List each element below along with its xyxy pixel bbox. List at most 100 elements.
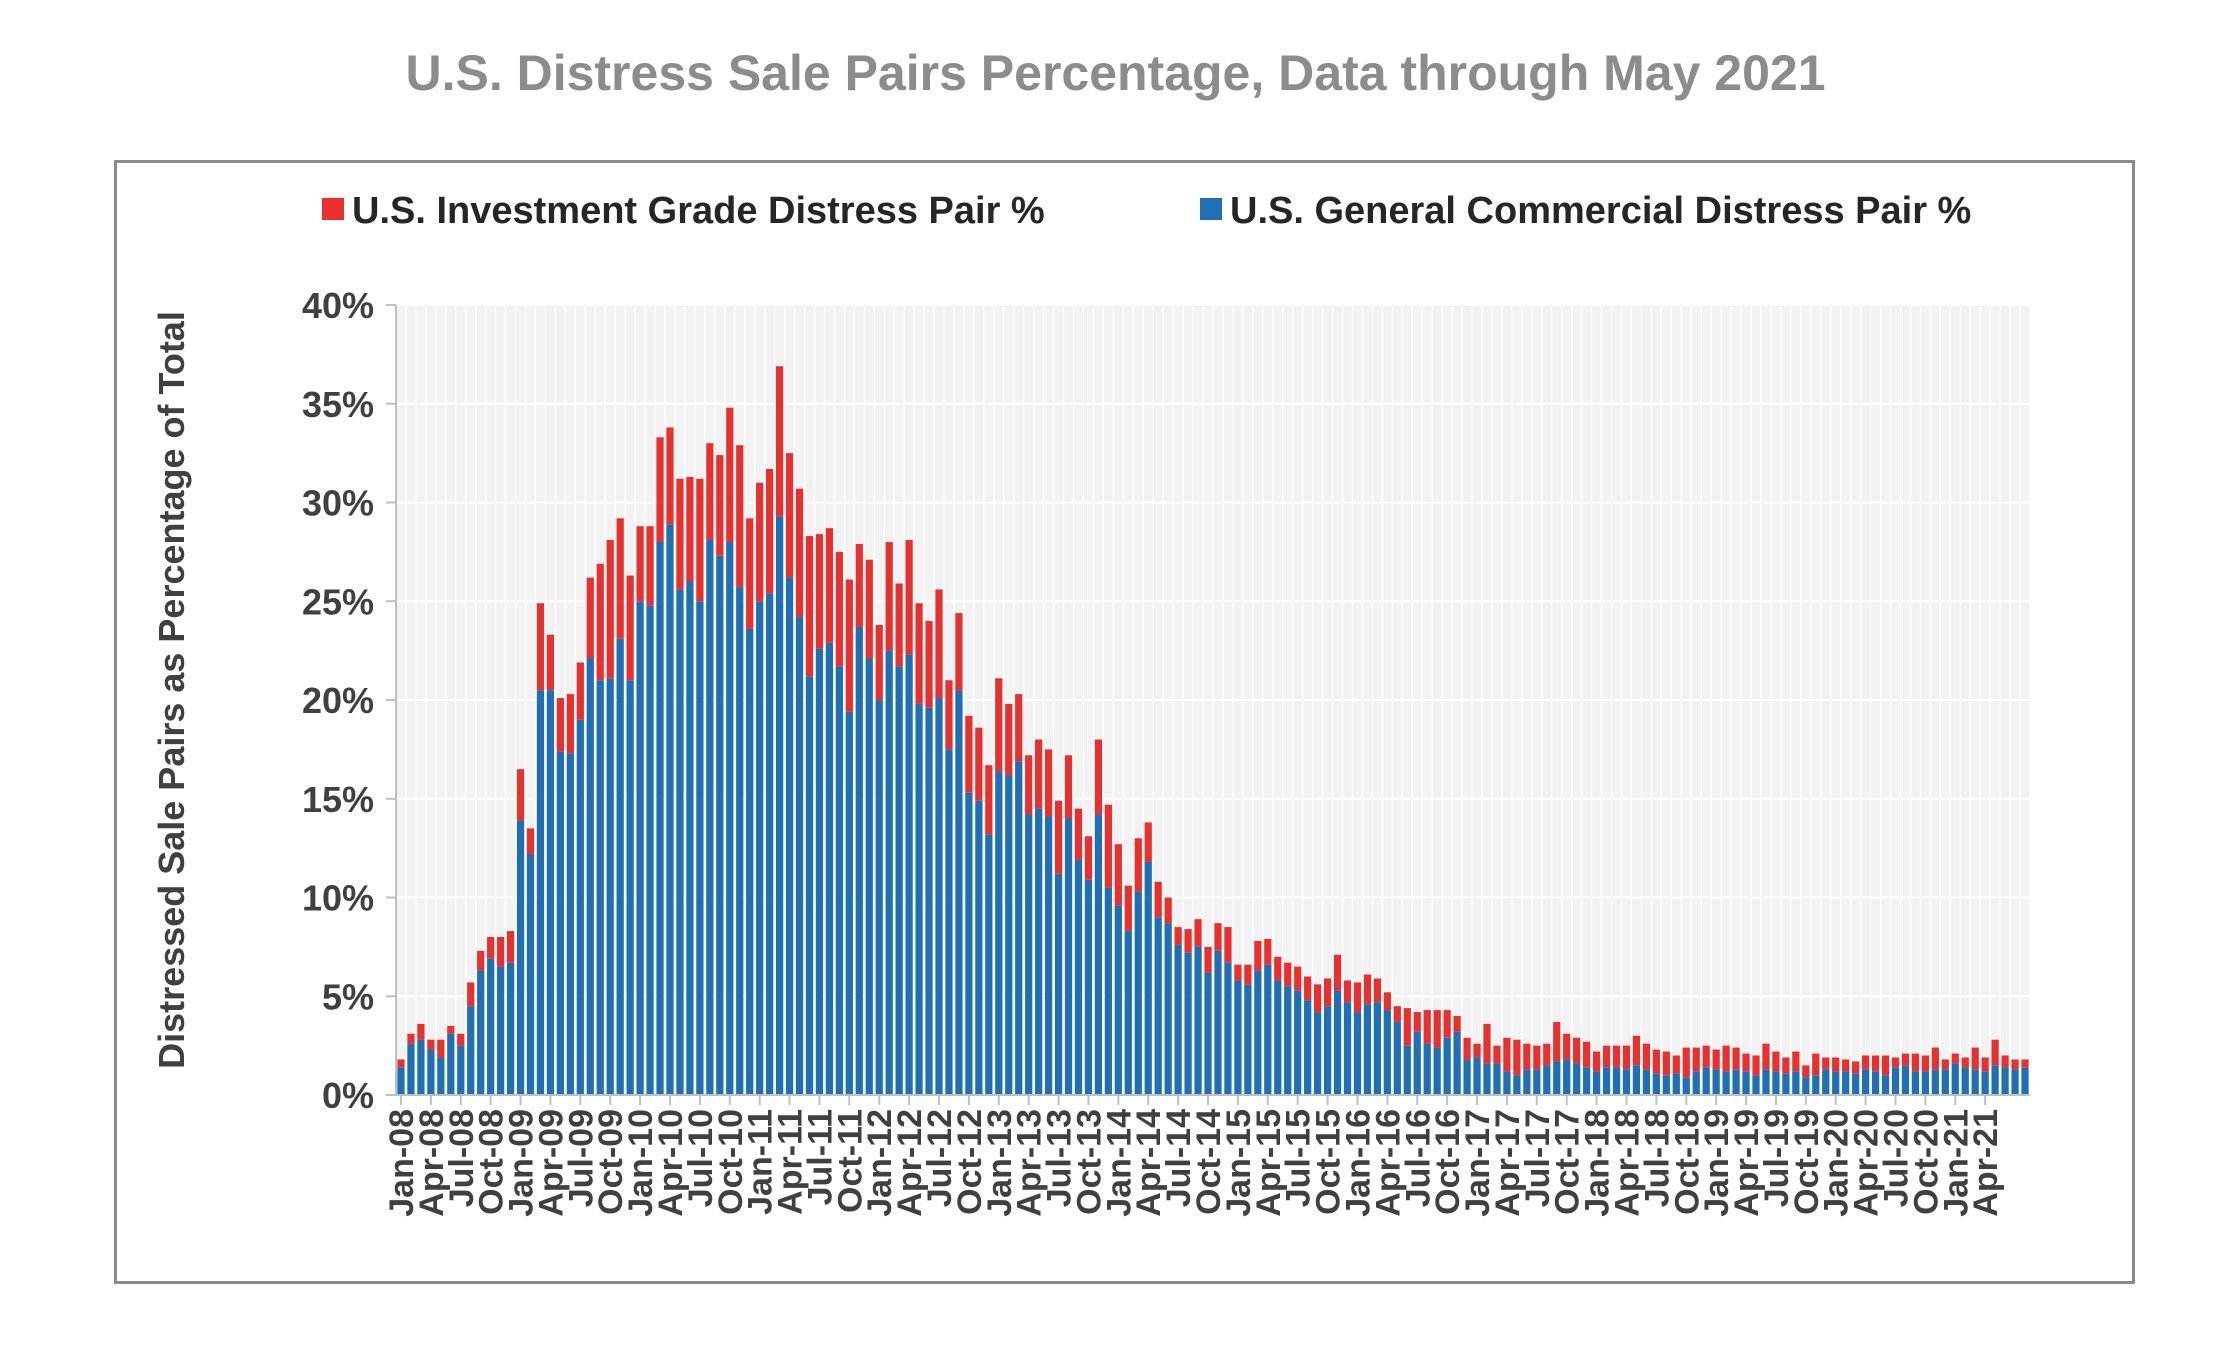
bar-general-commercial [1314, 1012, 1322, 1095]
bar-investment-grade [1652, 1049, 1660, 1074]
x-tick-label: Oct-08 [473, 1109, 511, 1215]
bar-general-commercial [1214, 950, 1222, 1095]
bar-general-commercial [447, 1033, 455, 1095]
bar-investment-grade [726, 407, 734, 542]
bar-investment-grade [1304, 976, 1312, 1001]
bar-general-commercial [1184, 952, 1192, 1095]
bar-investment-grade [646, 526, 654, 606]
bar-investment-grade [1393, 1006, 1401, 1022]
bar-general-commercial [1891, 1067, 1900, 1095]
bar-investment-grade [1602, 1045, 1611, 1068]
x-tick-label: Apr-16 [1369, 1109, 1407, 1217]
bar-general-commercial [1812, 1075, 1820, 1095]
y-tick-label: 30% [302, 483, 374, 524]
bar-investment-grade [497, 937, 505, 967]
bar-investment-grade [716, 455, 724, 556]
bar-general-commercial [1553, 1061, 1561, 1095]
bar-investment-grade [1911, 1053, 1920, 1072]
bar-investment-grade [1214, 923, 1222, 951]
y-tick-label: 5% [322, 976, 374, 1017]
bar-investment-grade [1981, 1057, 1989, 1072]
bar-general-commercial [1622, 1069, 1631, 1095]
bar-investment-grade [1343, 980, 1352, 1003]
bar-general-commercial [706, 540, 714, 1095]
bar-investment-grade [1662, 1051, 1670, 1076]
bar-general-commercial [1413, 1031, 1421, 1095]
bar-investment-grade [865, 559, 873, 659]
bar-investment-grade [1015, 694, 1023, 762]
bar-general-commercial [1054, 873, 1063, 1095]
bar-general-commercial [1373, 1002, 1381, 1095]
bar-general-commercial [1832, 1071, 1840, 1095]
bar-investment-grade [1005, 703, 1013, 776]
bar-general-commercial [1343, 1002, 1352, 1095]
x-tick-label: Jul-13 [1041, 1109, 1079, 1207]
bar-investment-grade [1264, 938, 1272, 965]
x-tick-label: Oct-10 [712, 1109, 750, 1215]
bar-general-commercial [1662, 1075, 1670, 1095]
bar-general-commercial [1871, 1071, 1880, 1095]
bar-general-commercial [1911, 1071, 1920, 1095]
bar-investment-grade [1274, 956, 1282, 981]
bar-investment-grade [1154, 881, 1162, 918]
bar-general-commercial [536, 690, 545, 1095]
x-tick-label: Jan-20 [1818, 1109, 1856, 1217]
bar-general-commercial [556, 751, 564, 1095]
x-tick-label: Oct-14 [1190, 1109, 1228, 1215]
bar-general-commercial [1284, 986, 1292, 1095]
bar-investment-grade [1244, 964, 1252, 985]
bar-investment-grade [1025, 755, 1033, 815]
bar-general-commercial [1941, 1069, 1949, 1095]
bar-general-commercial [1752, 1075, 1760, 1095]
bar-general-commercial [676, 589, 684, 1095]
bar-investment-grade [676, 478, 684, 590]
x-tick-label: Jan-18 [1579, 1109, 1617, 1217]
bar-investment-grade [746, 518, 754, 629]
x-tick-label: Jan-13 [981, 1109, 1019, 1217]
bar-investment-grade [2021, 1059, 2029, 1068]
bar-general-commercial [1064, 818, 1073, 1095]
bar-investment-grade [875, 624, 883, 700]
x-tick-label: Oct-12 [951, 1109, 989, 1215]
bar-investment-grade [1543, 1043, 1551, 1066]
bar-general-commercial [1254, 970, 1262, 1095]
bar-general-commercial [437, 1057, 445, 1095]
bar-general-commercial [965, 792, 973, 1095]
bar-investment-grade [1114, 844, 1122, 906]
bar-general-commercial [1124, 931, 1132, 1095]
bar-investment-grade [776, 366, 784, 517]
bar-investment-grade [1383, 992, 1391, 1011]
bar-general-commercial [1363, 1004, 1372, 1095]
bar-investment-grade [1423, 1010, 1431, 1044]
bar-investment-grade [1762, 1043, 1770, 1070]
bar-general-commercial [1323, 1006, 1332, 1095]
x-tick-label: Apr-20 [1848, 1109, 1886, 1217]
bar-investment-grade [756, 482, 764, 602]
bar-investment-grade [467, 982, 475, 1007]
bar-general-commercial [815, 648, 824, 1095]
bar-general-commercial [1134, 891, 1142, 1095]
bar-general-commercial [1533, 1069, 1541, 1095]
bar-general-commercial [1423, 1043, 1431, 1095]
bar-investment-grade [417, 1023, 425, 1040]
bar-general-commercial [1543, 1065, 1551, 1095]
bar-investment-grade [1104, 804, 1112, 888]
bar-investment-grade [2011, 1059, 2019, 1070]
bar-general-commercial [546, 690, 555, 1095]
bar-general-commercial [895, 666, 903, 1095]
bar-general-commercial [825, 642, 833, 1095]
bar-general-commercial [1642, 1069, 1650, 1095]
bar-general-commercial [1523, 1069, 1531, 1095]
bar-investment-grade [935, 589, 943, 699]
bar-investment-grade [1842, 1059, 1850, 1072]
bar-investment-grade [766, 468, 774, 594]
bar-investment-grade [437, 1039, 445, 1058]
bar-general-commercial [506, 962, 515, 1095]
bar-general-commercial [1045, 816, 1053, 1095]
bar-general-commercial [1632, 1065, 1641, 1095]
bar-investment-grade [1971, 1047, 1979, 1070]
x-tick-label: Apr-14 [1130, 1109, 1168, 1217]
bar-general-commercial [736, 587, 744, 1095]
bar-investment-grade [616, 518, 624, 639]
